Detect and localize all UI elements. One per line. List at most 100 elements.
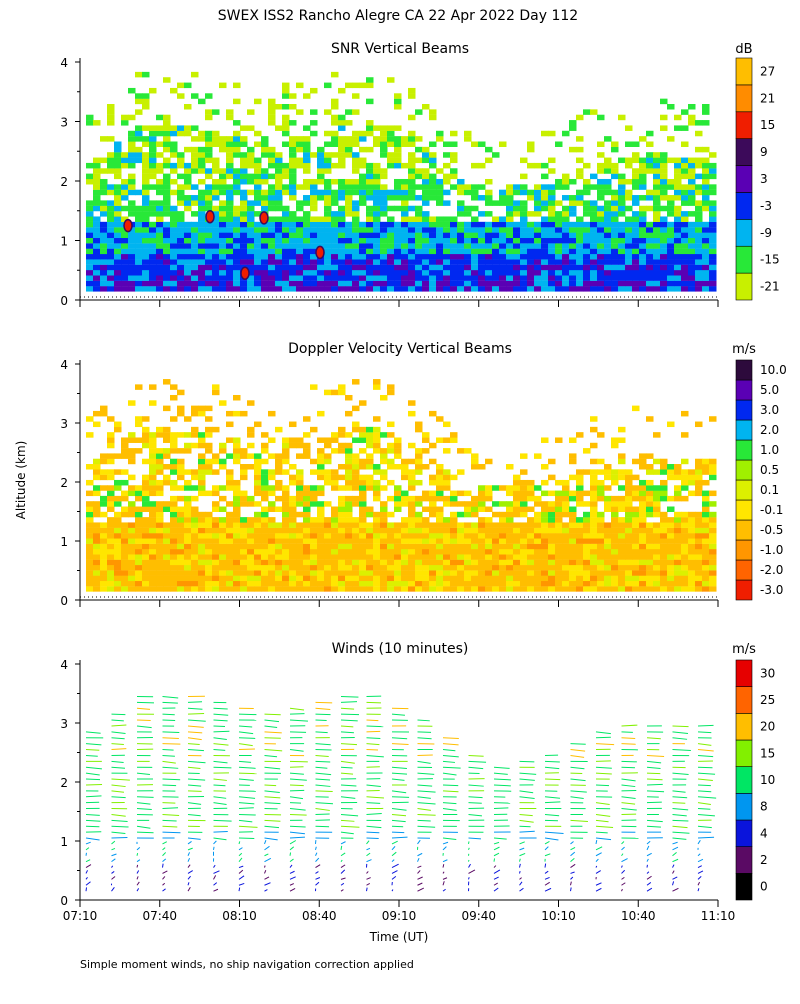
snr-cell bbox=[513, 206, 521, 212]
doppler-cell bbox=[415, 501, 423, 507]
doppler-cell bbox=[604, 475, 612, 481]
doppler-cell bbox=[163, 554, 171, 560]
doppler-cell bbox=[688, 565, 696, 571]
snr-cell bbox=[436, 254, 444, 260]
snr-cell bbox=[604, 270, 612, 276]
doppler-cell bbox=[142, 501, 150, 507]
snr-cell bbox=[212, 168, 220, 174]
snr-cell bbox=[548, 131, 556, 137]
wind-barb bbox=[341, 714, 359, 715]
doppler-cell bbox=[233, 570, 241, 576]
doppler-cell bbox=[590, 544, 598, 550]
wind-barb bbox=[443, 761, 455, 762]
snr-cell bbox=[492, 275, 500, 281]
snr-cell bbox=[93, 227, 101, 233]
doppler-cell bbox=[170, 443, 178, 449]
doppler-cell bbox=[674, 554, 682, 560]
doppler-cell bbox=[401, 576, 409, 582]
wind-barb bbox=[341, 820, 354, 821]
doppler-cell bbox=[93, 469, 101, 475]
doppler-cell bbox=[660, 512, 668, 518]
doppler-cell bbox=[345, 570, 353, 576]
doppler-cell bbox=[604, 496, 612, 502]
snr-cell bbox=[618, 115, 626, 121]
snr-cell bbox=[338, 147, 346, 153]
snr-cell bbox=[681, 281, 689, 287]
snr-cell bbox=[401, 227, 409, 233]
snr-cell bbox=[163, 163, 171, 169]
doppler-cell bbox=[709, 549, 717, 555]
doppler-cell bbox=[170, 459, 178, 465]
doppler-cell bbox=[674, 528, 682, 534]
doppler-cell bbox=[415, 512, 423, 518]
snr-cell bbox=[142, 158, 150, 164]
snr-cell bbox=[387, 265, 395, 271]
wind-barb bbox=[265, 803, 281, 804]
snr-cell bbox=[590, 211, 598, 217]
wind-barb bbox=[443, 767, 461, 768]
doppler-cell bbox=[401, 501, 409, 507]
snr-cell bbox=[100, 190, 108, 196]
doppler-cell bbox=[226, 522, 234, 528]
doppler-cell bbox=[107, 491, 115, 497]
doppler-cell bbox=[485, 485, 493, 491]
doppler-cell bbox=[541, 528, 549, 534]
wind-barb bbox=[214, 738, 227, 740]
snr-cell bbox=[338, 222, 346, 228]
doppler-cell bbox=[345, 544, 353, 550]
snr-cell bbox=[177, 200, 185, 206]
doppler-cell bbox=[100, 565, 108, 571]
snr-cell bbox=[352, 141, 360, 147]
wind-barb bbox=[443, 809, 457, 811]
snr-cell bbox=[324, 243, 332, 249]
snr-cell bbox=[548, 216, 556, 222]
snr-cell bbox=[394, 93, 402, 99]
snr-cell bbox=[219, 184, 227, 190]
snr-cell bbox=[534, 265, 542, 271]
doppler-cell bbox=[114, 485, 122, 491]
snr-cell bbox=[499, 216, 507, 222]
snr-cell bbox=[107, 286, 115, 292]
snr-cell bbox=[212, 249, 220, 255]
doppler-cell bbox=[499, 565, 507, 571]
doppler-cell bbox=[583, 586, 591, 592]
doppler-cell bbox=[310, 576, 318, 582]
doppler-cell bbox=[422, 533, 430, 539]
doppler-cell bbox=[352, 560, 360, 566]
snr-cell bbox=[149, 168, 157, 174]
doppler-cell bbox=[261, 522, 269, 528]
doppler-cell bbox=[359, 533, 367, 539]
doppler-cell bbox=[289, 464, 297, 470]
doppler-cell bbox=[443, 565, 451, 571]
doppler-cell bbox=[527, 517, 535, 523]
doppler-cell bbox=[373, 565, 381, 571]
wind-barb bbox=[367, 803, 381, 804]
snr-cell bbox=[142, 152, 150, 158]
doppler-cell bbox=[135, 528, 143, 534]
doppler-cell bbox=[618, 576, 626, 582]
wind-barb bbox=[290, 888, 295, 891]
snr-cell bbox=[667, 222, 675, 228]
snr-cell bbox=[205, 200, 213, 206]
snr-cell bbox=[247, 216, 255, 222]
snr-cell bbox=[170, 227, 178, 233]
snr-cell bbox=[219, 249, 227, 255]
doppler-cell bbox=[366, 544, 374, 550]
doppler-cell bbox=[520, 549, 528, 555]
doppler-cell bbox=[135, 491, 143, 497]
doppler-cell bbox=[450, 581, 458, 587]
doppler-cell bbox=[149, 459, 157, 465]
doppler-cell bbox=[149, 554, 157, 560]
wind-barb bbox=[443, 803, 456, 804]
snr-cell bbox=[121, 179, 129, 185]
snr-cell bbox=[282, 227, 290, 233]
snr-cell bbox=[156, 238, 164, 244]
doppler-cell bbox=[443, 485, 451, 491]
doppler-cell bbox=[198, 453, 206, 459]
wind-barb bbox=[188, 726, 204, 727]
doppler-cell bbox=[205, 565, 213, 571]
snr-cell bbox=[597, 249, 605, 255]
doppler-cell bbox=[296, 443, 304, 449]
doppler-cell bbox=[534, 570, 542, 576]
doppler-cell bbox=[387, 565, 395, 571]
